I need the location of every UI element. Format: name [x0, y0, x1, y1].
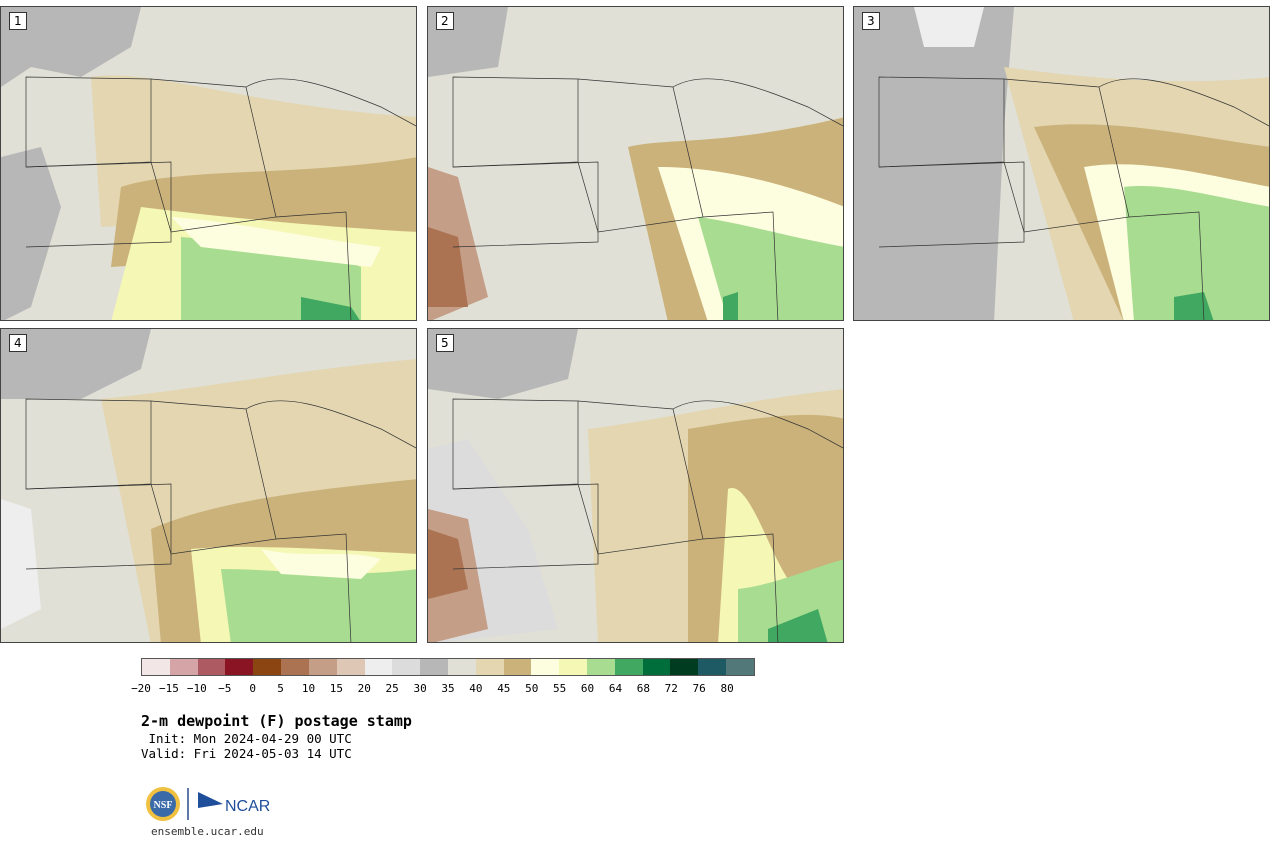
colorbar-tick-label: 10 — [301, 682, 316, 695]
colorbar-swatch — [420, 659, 448, 675]
colorbar-tick-label: 45 — [497, 682, 511, 695]
valid-time: Valid: Fri 2024-05-03 14 UTC — [141, 746, 352, 761]
colorbar-swatch — [142, 659, 170, 675]
panel-label: 2 — [436, 12, 454, 30]
nsf-logo-text: NSF — [154, 800, 173, 811]
panel-label: 4 — [9, 334, 27, 352]
colorbar-tick-label: 35 — [441, 682, 455, 695]
colorbar-swatch — [225, 659, 254, 675]
product-title: 2-m dewpoint (F) postage stamp — [141, 712, 412, 730]
colorbar-swatch — [308, 659, 337, 675]
colorbar-tick-label: 55 — [553, 682, 567, 695]
colorbar-swatch — [726, 659, 754, 675]
colorbar-tick-label: 40 — [469, 682, 483, 695]
dewpoint-map-5 — [428, 329, 843, 642]
dewpoint-map-3 — [854, 7, 1269, 320]
colorbar-swatch — [281, 659, 309, 675]
dewpoint-map-4 — [1, 329, 416, 642]
colorbar — [141, 658, 755, 676]
colorbar-tick-label: 30 — [413, 682, 427, 695]
map-panel-3[interactable]: 3 — [853, 6, 1270, 321]
colorbar-tick-label: −10 — [186, 682, 207, 695]
colorbar-tick-label: 5 — [277, 682, 284, 695]
colorbar-swatch — [698, 659, 727, 675]
colorbar-tick-label: 20 — [357, 682, 371, 695]
colorbar-tick-label: −5 — [218, 682, 232, 695]
colorbar-tick-label: 64 — [608, 682, 623, 695]
colorbar-swatch — [364, 659, 393, 675]
init-time: Init: Mon 2024-04-29 00 UTC — [141, 731, 352, 746]
ncar-logo-text: NCAR — [225, 798, 270, 815]
colorbar-swatch — [531, 659, 560, 675]
panel-label: 3 — [862, 12, 880, 30]
colorbar-swatch — [253, 659, 282, 675]
map-panel-1[interactable]: 1 — [0, 6, 417, 321]
panel-label: 1 — [9, 12, 27, 30]
colorbar-tick-label: 25 — [385, 682, 399, 695]
colorbar-swatch — [587, 659, 615, 675]
colorbar-tick-label: 0 — [249, 682, 256, 695]
website-url[interactable]: ensemble.ucar.edu — [151, 825, 264, 838]
colorbar-swatch — [197, 659, 226, 675]
map-panel-4[interactable]: 4 — [0, 328, 417, 643]
colorbar-tick-label: −15 — [158, 682, 179, 695]
colorbar-swatch — [642, 659, 671, 675]
nsf-ncar-logo: NSF NCAR — [146, 787, 270, 821]
colorbar-tick-label: 80 — [720, 682, 734, 695]
colorbar-tick-label: 15 — [329, 682, 343, 695]
colorbar-swatch — [447, 659, 476, 675]
panel-label: 5 — [436, 334, 454, 352]
map-panel-5[interactable]: 5 — [427, 328, 844, 643]
colorbar-tick-label: 60 — [580, 682, 595, 695]
colorbar-swatch — [670, 659, 699, 675]
colorbar-swatch — [169, 659, 198, 675]
colorbar-swatch — [336, 659, 365, 675]
colorbar-tick-label: 68 — [636, 682, 650, 695]
colorbar-tick-label: 76 — [692, 682, 706, 695]
colorbar-tick-labels: −20 −15 −10 −5 0 5 10 15 20 25 30 35 40 45 50 55 60 64 68 7… — [131, 682, 755, 696]
dewpoint-map-2 — [428, 7, 843, 320]
colorbar-swatch — [614, 659, 643, 675]
colorbar-tick-label: 72 — [664, 682, 678, 695]
colorbar-swatch — [475, 659, 504, 675]
map-panel-2[interactable]: 2 — [427, 6, 844, 321]
colorbar-swatch — [559, 659, 587, 675]
logo-area: NSF NCAR — [145, 786, 275, 822]
colorbar-swatch — [503, 659, 532, 675]
dewpoint-map-1 — [1, 7, 416, 320]
colorbar-tick-label: −20 — [131, 682, 151, 695]
colorbar-swatch — [392, 659, 421, 675]
colorbar-tick-label: 50 — [525, 682, 539, 695]
